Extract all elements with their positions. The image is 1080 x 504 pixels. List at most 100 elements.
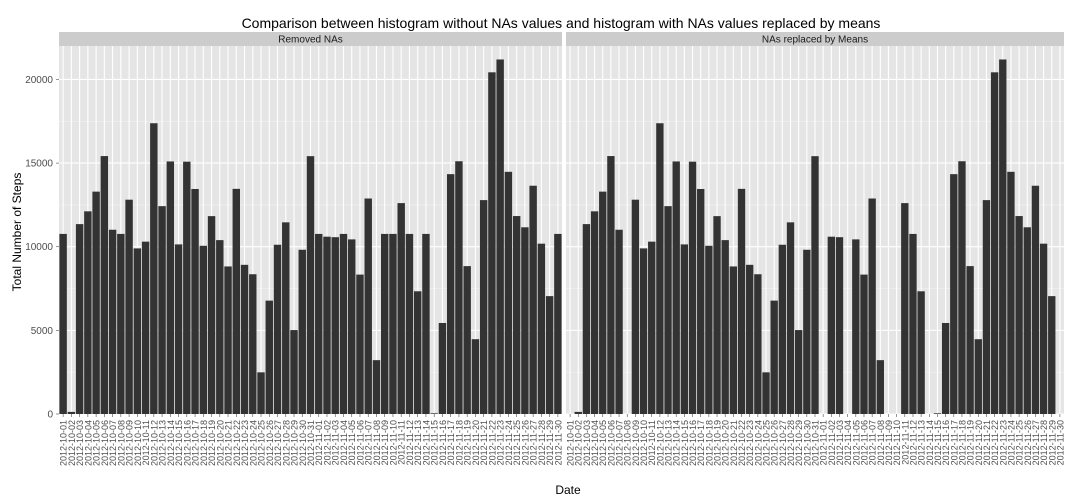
x-tick-label: 2012-11-22: [990, 420, 1000, 465]
x-tick-label: 2012-11-12: [405, 420, 415, 465]
y-tick-label: 10000: [25, 242, 53, 253]
x-tick-label: 2012-10-12: [655, 420, 665, 466]
bar: [1048, 296, 1056, 414]
x-tick-label: 2012-11-20: [471, 420, 481, 465]
bar: [966, 266, 974, 414]
bar: [990, 72, 999, 414]
x-tick-label: 2012-10-05: [92, 420, 102, 466]
x-tick-label: 2012-10-26: [265, 420, 275, 466]
bar: [554, 233, 562, 414]
x-tick-label: 2012-10-08: [116, 420, 126, 466]
bar: [868, 198, 876, 414]
bar: [364, 198, 372, 414]
bar: [133, 248, 142, 414]
bar: [372, 360, 381, 414]
x-tick-label: 2012-11-21: [479, 420, 489, 465]
bar: [737, 188, 746, 414]
x-tick-label: 2012-11-07: [868, 420, 878, 465]
bar: [413, 291, 422, 414]
bar: [827, 236, 836, 414]
bar: [389, 233, 397, 414]
x-tick-label: 2012-11-07: [364, 420, 374, 465]
bar: [770, 300, 778, 414]
x-tick-label: 2012-11-23: [496, 420, 506, 465]
bar: [529, 185, 537, 414]
x-tick-label: 2012-11-09: [884, 420, 894, 465]
facet-strip: [59, 32, 562, 46]
bar: [639, 248, 648, 414]
x-tick-label: 2012-11-04: [843, 420, 853, 465]
y-tick-label: 0: [47, 410, 53, 421]
bar: [356, 274, 364, 414]
x-tick-label: 2012-10-01: [59, 420, 69, 466]
x-tick-label: 2012-10-31: [306, 420, 316, 466]
x-tick-label: 2012-10-15: [680, 420, 690, 466]
bar: [75, 224, 84, 414]
x-tick-label: 2012-11-17: [949, 420, 959, 465]
x-tick-label: 2012-10-11: [141, 420, 151, 465]
x-tick-label: 2012-10-22: [232, 420, 242, 466]
bar: [224, 266, 232, 414]
bar: [174, 244, 183, 414]
panel-2: NAs replaced by Means2012-10-012012-10-0…: [566, 32, 1065, 466]
bar: [648, 241, 656, 414]
bar: [607, 156, 615, 414]
bar: [455, 161, 463, 414]
bar: [339, 233, 348, 414]
bar: [941, 322, 950, 414]
bar: [974, 339, 982, 414]
panel-1: Removed NAs2012-10-012012-10-022012-10-0…: [25, 32, 563, 466]
x-tick-label: 2012-10-23: [745, 420, 755, 466]
bar: [786, 222, 795, 414]
x-tick-label: 2012-11-02: [827, 420, 837, 465]
x-tick-label: 2012-10-05: [598, 420, 608, 466]
bar: [590, 211, 599, 414]
x-tick-label: 2012-10-07: [615, 420, 625, 466]
bar: [348, 239, 356, 414]
x-tick-label: 2012-10-06: [100, 420, 110, 466]
x-tick-label: 2012-11-08: [876, 420, 886, 465]
bar: [108, 229, 117, 414]
x-tick-label: 2012-11-19: [966, 420, 976, 465]
bar: [150, 123, 158, 414]
x-tick-label: 2012-11-11: [397, 420, 407, 465]
bar: [545, 296, 554, 414]
x-tick-label: 2012-11-05: [851, 420, 861, 465]
bar: [537, 243, 546, 414]
bar: [249, 274, 257, 414]
x-tick-label: 2012-11-10: [388, 420, 398, 465]
x-tick-label: 2012-10-01: [566, 420, 576, 466]
bar: [199, 245, 208, 414]
x-tick-label: 2012-11-08: [372, 420, 382, 465]
facet-strip-label: Removed NAs: [278, 35, 342, 46]
bar: [713, 216, 721, 414]
bar: [430, 413, 438, 414]
bar: [631, 199, 640, 414]
y-tick-label: 15000: [25, 159, 53, 170]
bar: [512, 216, 521, 414]
x-tick-label: 2012-10-31: [811, 420, 821, 466]
x-tick-label: 2012-11-14: [421, 420, 431, 465]
bar: [158, 206, 166, 414]
x-tick-label: 2012-11-01: [819, 420, 829, 465]
x-tick-label: 2012-11-03: [331, 420, 341, 465]
x-tick-label: 2012-10-13: [664, 420, 674, 466]
x-tick-label: 2012-11-30: [553, 420, 563, 465]
bar: [901, 203, 909, 414]
bar: [381, 233, 389, 414]
bar: [240, 264, 249, 414]
y-tick-label: 20000: [25, 75, 53, 86]
x-tick-label: 2012-11-19: [463, 420, 473, 465]
x-tick-label: 2012-10-29: [794, 420, 804, 466]
x-tick-label: 2012-10-17: [191, 420, 201, 466]
x-tick-label: 2012-10-26: [770, 420, 780, 466]
x-tick-label: 2012-10-07: [108, 420, 118, 466]
bar: [656, 123, 664, 414]
bar: [876, 360, 884, 414]
bar: [166, 161, 175, 414]
bar: [422, 233, 430, 414]
x-tick-label: 2012-11-09: [380, 420, 390, 465]
bar: [664, 206, 672, 414]
bar: [141, 241, 150, 414]
x-tick-label: 2012-11-30: [1055, 420, 1065, 465]
